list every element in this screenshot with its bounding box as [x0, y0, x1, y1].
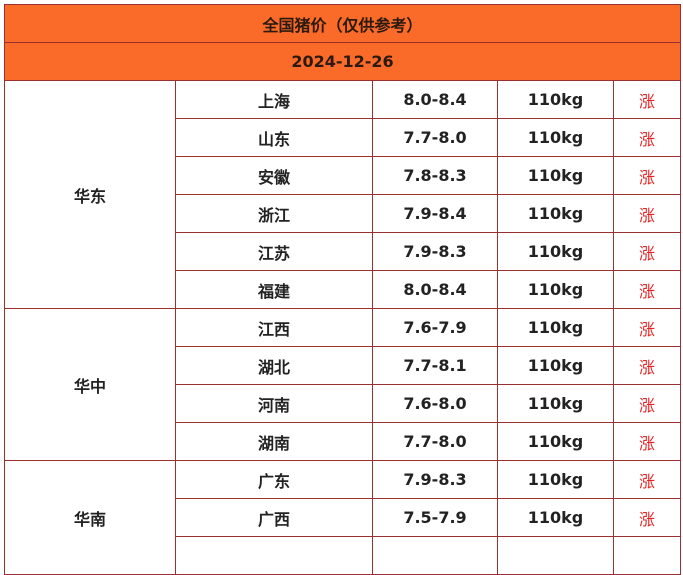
table-row: 湖南 7.7-8.0 110kg 涨 — [5, 422, 681, 461]
weight-cell: 110kg — [497, 232, 614, 271]
weight-cell: 110kg — [497, 270, 614, 309]
price-cell: 7.7-8.0 — [372, 118, 498, 157]
table-row: 浙江 7.9-8.4 110kg 涨 — [5, 194, 681, 233]
region-cell: 华南 — [4, 460, 176, 575]
table-row: 湖北 7.7-8.1 110kg 涨 — [5, 346, 681, 385]
weight-cell: 110kg — [497, 384, 614, 423]
trend-cell: 涨 — [613, 346, 681, 385]
province-cell: 广西 — [175, 498, 373, 537]
price-cell: 7.6-7.9 — [372, 308, 498, 347]
trend-cell: 涨 — [613, 118, 681, 157]
weight-cell: 110kg — [497, 80, 614, 119]
table-row: 华中 江西 7.6-7.9 110kg 涨 — [4, 308, 681, 461]
weight-cell: 110kg — [497, 156, 614, 195]
province-cell: 广东 — [175, 460, 373, 499]
province-cell: 江苏 — [175, 232, 373, 271]
price-cell — [372, 536, 498, 575]
weight-cell: 110kg — [497, 498, 614, 537]
trend-cell: 涨 — [613, 80, 681, 119]
table-row: 山东 7.7-8.0 110kg 涨 — [5, 118, 681, 157]
price-cell: 7.9-8.3 — [372, 232, 498, 271]
weight-cell: 110kg — [497, 308, 614, 347]
trend-cell: 涨 — [613, 422, 681, 461]
table-title: 全国猪价（仅供参考） — [4, 4, 681, 43]
table-row: 华南 广东 7.9-8.3 110kg 涨 — [4, 460, 681, 575]
table-row: 福建 8.0-8.4 110kg 涨 — [5, 270, 681, 309]
region-cell: 华中 — [4, 308, 176, 461]
price-cell: 7.7-8.0 — [372, 422, 498, 461]
province-cell: 上海 — [175, 80, 373, 119]
province-cell — [175, 536, 373, 575]
weight-cell: 110kg — [497, 422, 614, 461]
price-cell: 7.6-8.0 — [372, 384, 498, 423]
price-cell: 7.8-8.3 — [372, 156, 498, 195]
price-cell: 7.7-8.1 — [372, 346, 498, 385]
table-row: 安徽 7.8-8.3 110kg 涨 — [5, 156, 681, 195]
trend-cell: 涨 — [613, 270, 681, 309]
price-cell: 8.0-8.4 — [372, 80, 498, 119]
trend-cell: 涨 — [613, 232, 681, 271]
trend-cell: 涨 — [613, 460, 681, 499]
province-cell: 湖南 — [175, 422, 373, 461]
weight-cell: 110kg — [497, 118, 614, 157]
province-cell: 安徽 — [175, 156, 373, 195]
weight-cell — [497, 536, 614, 575]
trend-cell: 涨 — [613, 194, 681, 233]
weight-cell: 110kg — [497, 194, 614, 233]
table-row: 河南 7.6-8.0 110kg 涨 — [5, 384, 681, 423]
trend-cell: 涨 — [613, 498, 681, 537]
pig-price-table: 全国猪价（仅供参考） 2024-12-26 华东 上海 8.0-8.4 110kg 涨山… — [4, 4, 681, 575]
province-cell: 河南 — [175, 384, 373, 423]
region-cell: 华东 — [4, 80, 176, 309]
province-cell: 江西 — [175, 308, 373, 347]
price-cell: 7.9-8.4 — [372, 194, 498, 233]
table-row: 华东 上海 8.0-8.4 110kg 涨 — [4, 80, 681, 309]
price-cell: 7.9-8.3 — [372, 460, 498, 499]
price-cell: 7.5-7.9 — [372, 498, 498, 537]
table-row: 江苏 7.9-8.3 110kg 涨 — [5, 232, 681, 271]
province-cell: 福建 — [175, 270, 373, 309]
province-cell: 山东 — [175, 118, 373, 157]
province-cell: 浙江 — [175, 194, 373, 233]
table-date: 2024-12-26 — [4, 42, 681, 81]
weight-cell: 110kg — [497, 346, 614, 385]
trend-cell: 涨 — [613, 384, 681, 423]
province-cell: 湖北 — [175, 346, 373, 385]
weight-cell: 110kg — [497, 460, 614, 499]
trend-cell: 涨 — [613, 308, 681, 347]
trend-cell: 涨 — [613, 156, 681, 195]
price-cell: 8.0-8.4 — [372, 270, 498, 309]
trend-cell — [613, 536, 681, 575]
